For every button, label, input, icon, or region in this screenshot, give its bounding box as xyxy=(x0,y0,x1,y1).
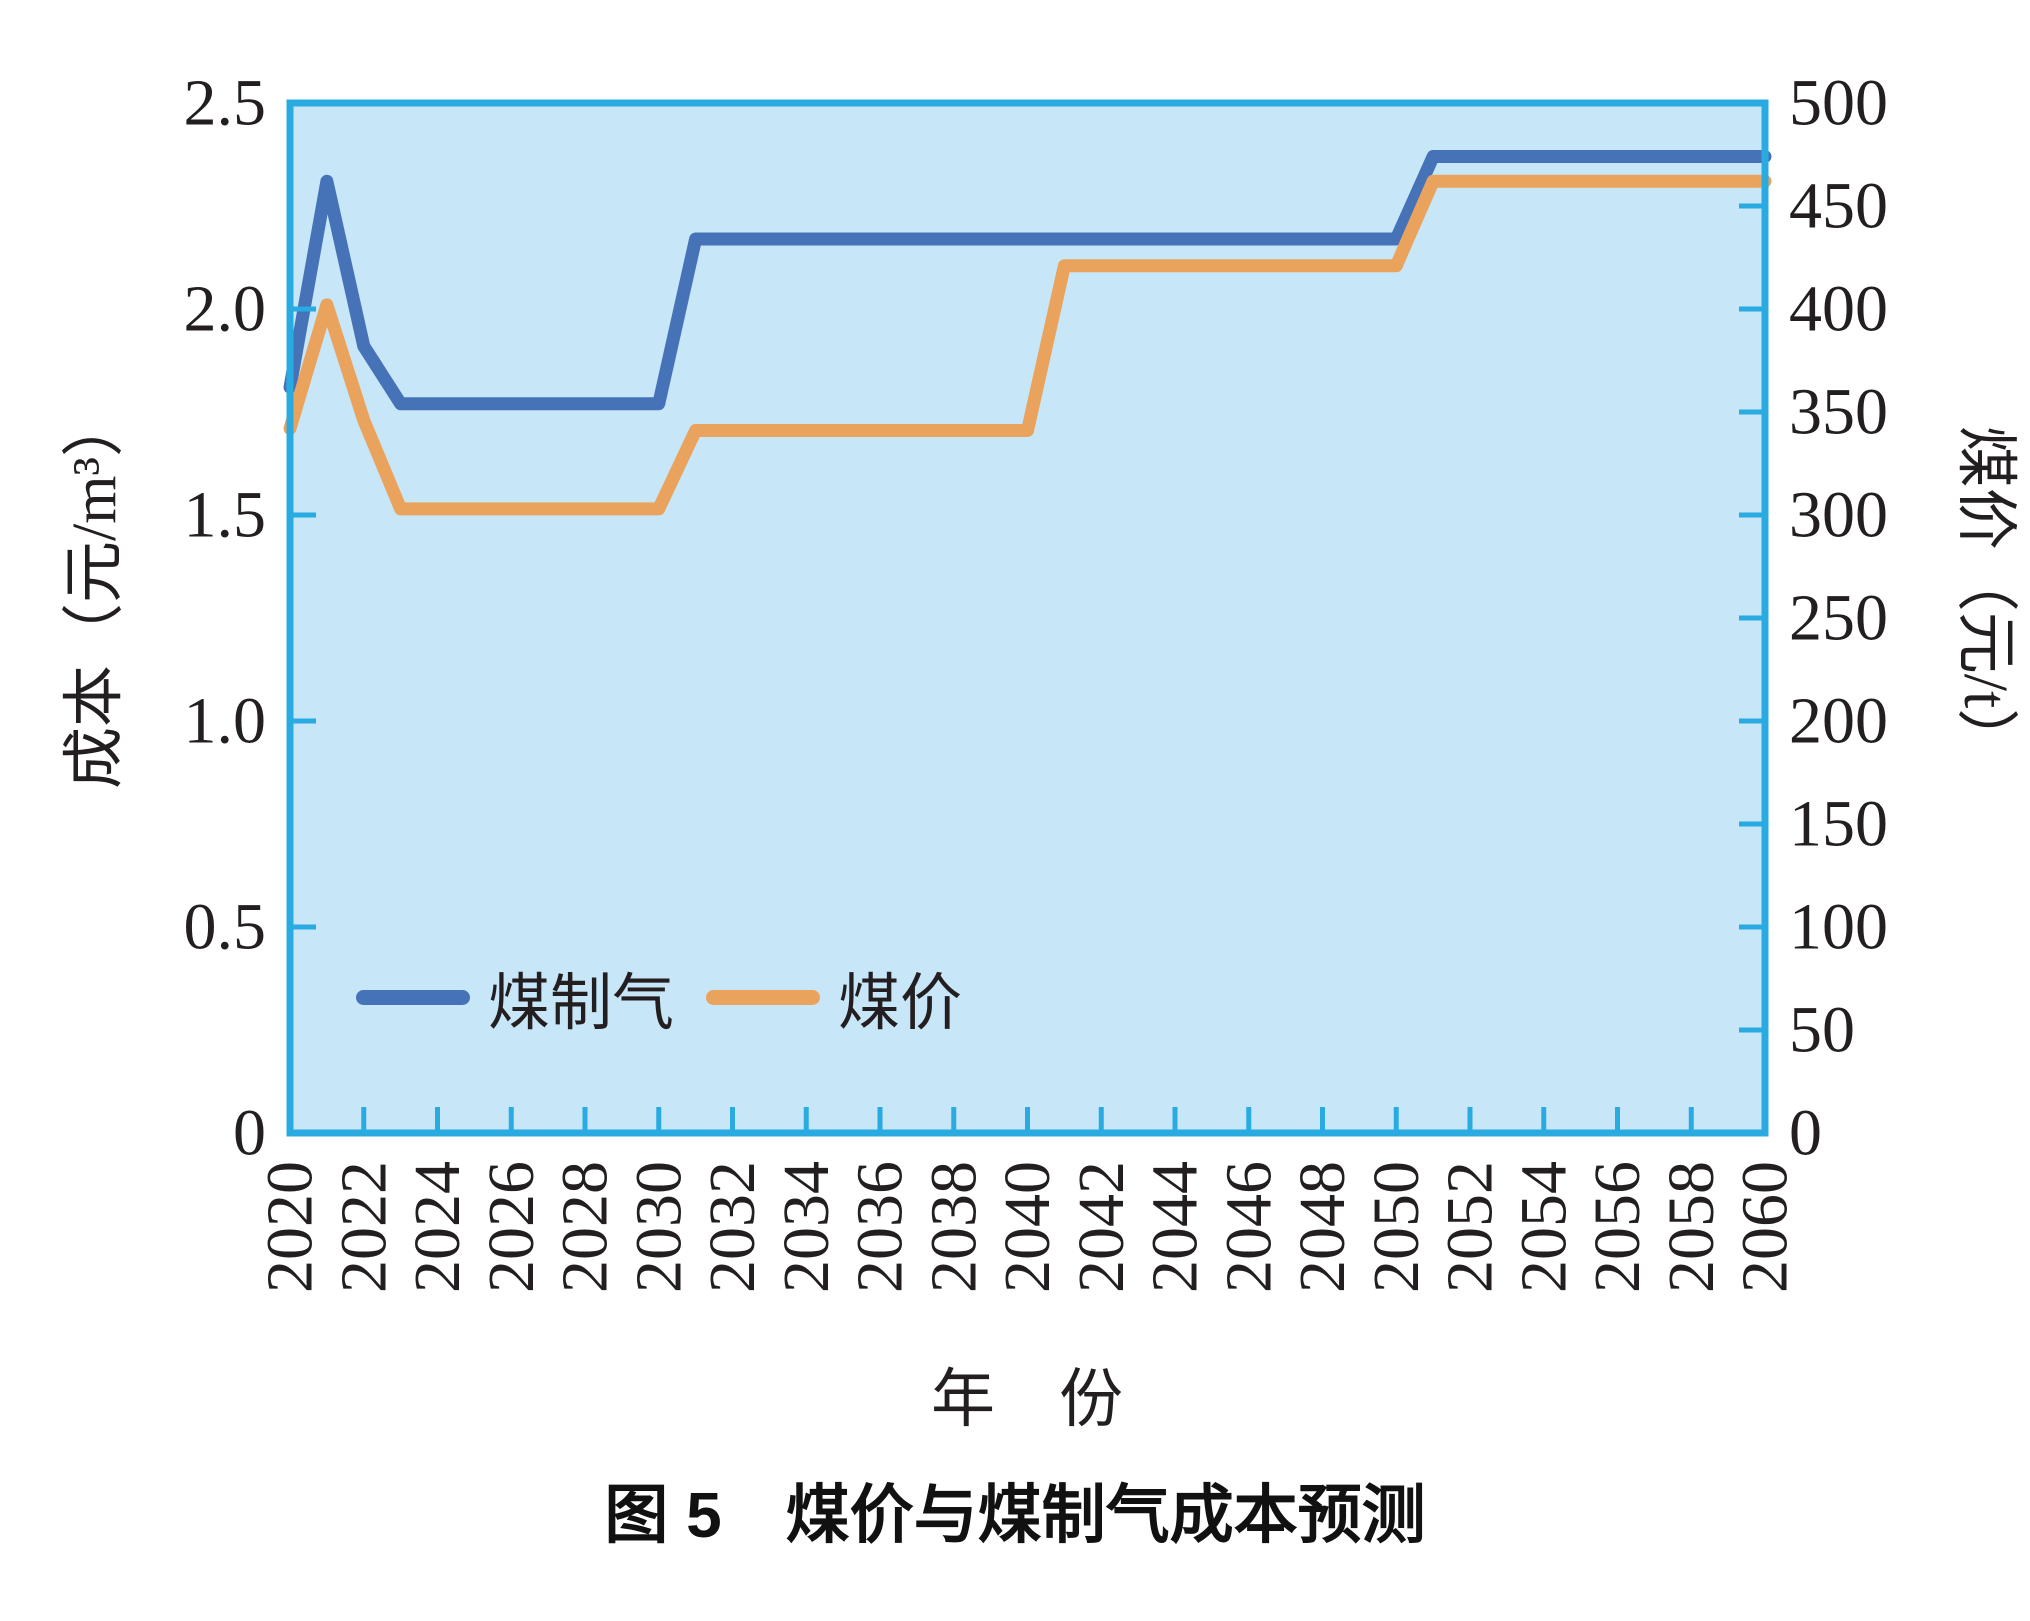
legend-label-coal: 煤价 xyxy=(838,970,963,1038)
legend: 煤制气 煤价 xyxy=(356,958,962,1038)
plot-border xyxy=(286,99,1769,1137)
right-axis-title: 煤价（元/t） xyxy=(1951,425,2019,771)
x-axis-tick-label: 2028 xyxy=(549,1161,622,1293)
x-axis-tick-label: 2054 xyxy=(1507,1161,1580,1293)
x-axis-tick-label: 2024 xyxy=(401,1161,474,1293)
legend-item-coal: 煤价 xyxy=(706,952,962,1042)
x-axis-tick-label: 2058 xyxy=(1655,1161,1728,1293)
right-axis-tick-label: 350 xyxy=(1789,376,1888,449)
right-axis-tick-label: 500 xyxy=(1789,67,1888,140)
x-axis-tick-label: 2030 xyxy=(622,1161,695,1293)
left-axis-tick-label: 1.0 xyxy=(184,685,267,758)
right-axis-tick-label: 450 xyxy=(1789,170,1888,243)
x-axis-tick-label: 2026 xyxy=(475,1161,548,1293)
x-axis-tick-label: 2034 xyxy=(770,1161,843,1293)
right-axis-tick-label: 150 xyxy=(1789,788,1888,861)
x-axis-title: 年 份 xyxy=(931,1364,1123,1435)
plot-background xyxy=(290,103,1765,1133)
right-axis-tick-label: 0 xyxy=(1789,1097,1822,1170)
x-axis-tick-label: 2036 xyxy=(844,1161,917,1293)
x-axis-tick-label: 2022 xyxy=(327,1161,400,1293)
x-axis-tick-label: 2032 xyxy=(696,1161,769,1293)
right-axis-tick-label: 100 xyxy=(1789,891,1888,964)
x-axis-tick-label: 2050 xyxy=(1360,1161,1433,1293)
right-axis-tick-label: 50 xyxy=(1789,994,1855,1067)
legend-label-gas: 煤制气 xyxy=(488,970,675,1038)
x-axis-tick-label: 2020 xyxy=(254,1161,327,1293)
figure-caption: 图 5 煤价与煤制气成本预测 xyxy=(604,1479,1426,1551)
x-axis-tick-label: 2042 xyxy=(1065,1161,1138,1293)
left-axis-tick-label: 0 xyxy=(233,1097,266,1170)
x-axis-tick-label: 2060 xyxy=(1729,1161,1802,1293)
left-axis-tick-label: 2.0 xyxy=(184,273,267,346)
left-axis-title: 成本（元/m³） xyxy=(61,394,129,790)
legend-item-gas: 煤制气 xyxy=(356,952,674,1042)
left-axis-tick-label: 2.5 xyxy=(184,67,267,140)
right-axis-tick-label: 250 xyxy=(1789,582,1888,655)
coal-price-line xyxy=(283,174,1772,516)
x-axis-tick-label: 2044 xyxy=(1139,1161,1212,1293)
gas-cost-line xyxy=(283,150,1772,411)
right-axis-tick-label: 400 xyxy=(1789,273,1888,346)
gas-line-swatch xyxy=(356,989,470,1005)
right-axis-tick-label: 200 xyxy=(1789,685,1888,758)
x-axis-tick-label: 2048 xyxy=(1286,1161,1359,1293)
coal-line-swatch xyxy=(706,989,821,1005)
x-axis-tick-label: 2046 xyxy=(1212,1161,1285,1293)
x-axis-tick-label: 2056 xyxy=(1581,1161,1654,1293)
x-axis-tick-label: 2038 xyxy=(917,1161,990,1293)
left-axis-tick-label: 1.5 xyxy=(184,479,267,552)
x-axis-tick-label: 2040 xyxy=(991,1161,1064,1293)
x-axis-tick-label: 2052 xyxy=(1434,1161,1507,1293)
left-axis-tick-label: 0.5 xyxy=(184,891,267,964)
right-axis-tick-label: 300 xyxy=(1789,479,1888,552)
